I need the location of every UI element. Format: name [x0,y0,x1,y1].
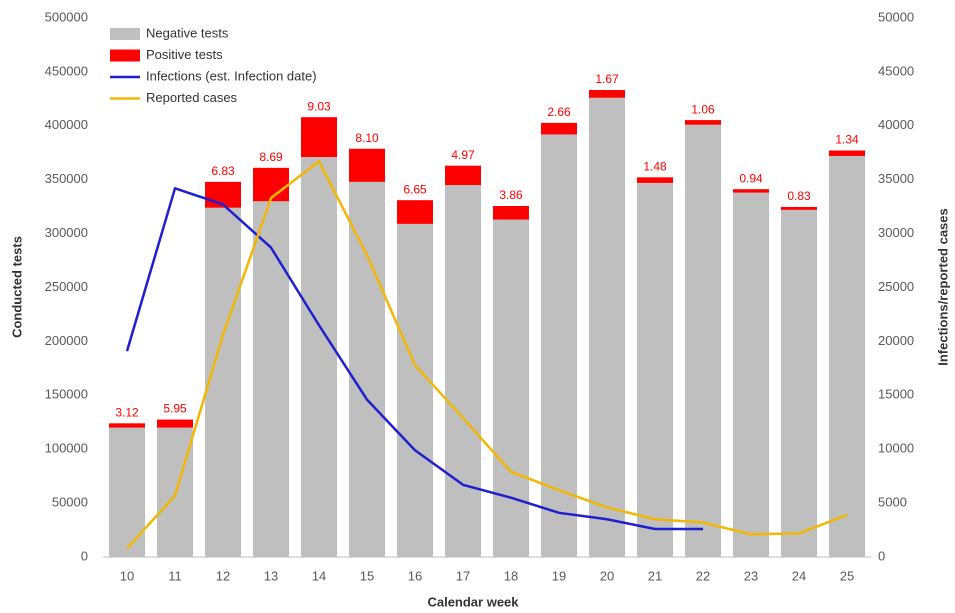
rate-label: 0.83 [787,189,811,203]
bar-segment [349,181,385,557]
bar-segment [781,206,817,210]
rate-label: 1.06 [691,102,715,116]
line-series [125,187,703,531]
y-tick-label: 100000 [45,441,88,456]
bar-segment [493,206,529,220]
y-tick-label: 500000 [45,9,88,24]
x-tick-label: 15 [360,568,374,583]
y2-tick-label: 50000 [878,9,914,24]
bar-segment [685,124,721,558]
rate-label: 6.83 [211,164,235,178]
bar-segment [589,97,625,557]
y2-tick-label: 0 [878,548,885,563]
bar-segment [397,200,433,224]
rate-label: 1.67 [595,72,619,86]
legend-label: Negative tests [146,25,229,40]
bar-segment [637,177,673,183]
bar-segment [493,219,529,557]
y2-tick-label: 35000 [878,171,914,186]
bar-segment [733,192,769,558]
y2-tick-label: 5000 [878,495,907,510]
legend-label: Infections (est. Infection date) [146,68,317,83]
bar-segment [397,223,433,557]
x-axis-title: Calendar week [427,594,519,609]
y-tick-label: 150000 [45,387,88,402]
rate-label: 9.03 [307,99,331,113]
y-tick-label: 400000 [45,117,88,132]
bar-segment [733,189,769,193]
y-axis-title: Conducted tests [9,236,24,338]
x-tick-label: 23 [744,568,758,583]
rate-label: 4.97 [451,148,475,162]
y2-tick-label: 20000 [878,333,914,348]
rate-label: 1.48 [643,160,667,174]
x-tick-label: 14 [312,568,326,583]
legend-swatch [110,28,140,40]
x-tick-label: 16 [408,568,422,583]
legend-label: Reported cases [146,90,238,105]
bar-segment [205,207,241,557]
y-tick-label: 450000 [45,63,88,78]
x-tick-label: 24 [792,568,806,583]
x-tick-label: 22 [696,568,710,583]
bar-segment [301,117,337,158]
y-tick-label: 50000 [52,495,88,510]
y2-axis-title: Infections/reported cases [935,208,950,366]
y-tick-label: 300000 [45,225,88,240]
bar-segment [781,209,817,557]
line-series [126,160,848,550]
bar-segment [253,201,289,557]
bar-segment [157,419,193,428]
rate-label: 5.95 [163,402,187,416]
y2-tick-label: 45000 [878,63,914,78]
x-tick-label: 18 [504,568,518,583]
y2-tick-label: 15000 [878,387,914,402]
rate-label: 6.65 [403,182,427,196]
x-tick-label: 11 [168,568,182,583]
y-tick-label: 350000 [45,171,88,186]
y-tick-label: 0 [81,548,88,563]
legend-swatch [110,49,140,62]
rate-label: 1.34 [835,133,859,147]
bar-segment [301,157,337,557]
y2-tick-label: 10000 [878,441,914,456]
y-tick-label: 200000 [45,333,88,348]
y2-tick-label: 25000 [878,279,914,294]
x-tick-label: 19 [552,568,566,583]
bar-segment [829,150,865,156]
legend-label: Positive tests [146,47,223,62]
bar-segment [109,423,145,428]
x-tick-label: 20 [600,568,614,583]
bar-segment [349,148,385,182]
rate-label: 3.12 [115,405,139,419]
rate-label: 0.94 [739,171,763,185]
rate-label: 8.69 [259,150,283,164]
bar-segment [445,185,481,557]
bar-segment [445,165,481,186]
rate-label: 2.66 [547,105,571,119]
x-tick-label: 25 [840,568,854,583]
bar-segment [637,182,673,557]
rate-label: 3.86 [499,188,523,202]
bar-segment [541,122,577,135]
bar-segment [685,120,721,125]
x-tick-label: 13 [264,568,278,583]
bar-segment [829,155,865,557]
bar-segment [253,167,289,202]
x-tick-label: 10 [120,568,134,583]
y2-tick-label: 40000 [878,117,914,132]
y-tick-label: 250000 [45,279,88,294]
x-tick-label: 17 [456,568,470,583]
bar-segment [589,90,625,98]
y2-tick-label: 30000 [878,225,914,240]
rate-label: 8.10 [355,131,379,145]
x-tick-label: 12 [216,568,230,583]
x-tick-label: 21 [648,568,662,583]
bar-segment [109,427,145,557]
